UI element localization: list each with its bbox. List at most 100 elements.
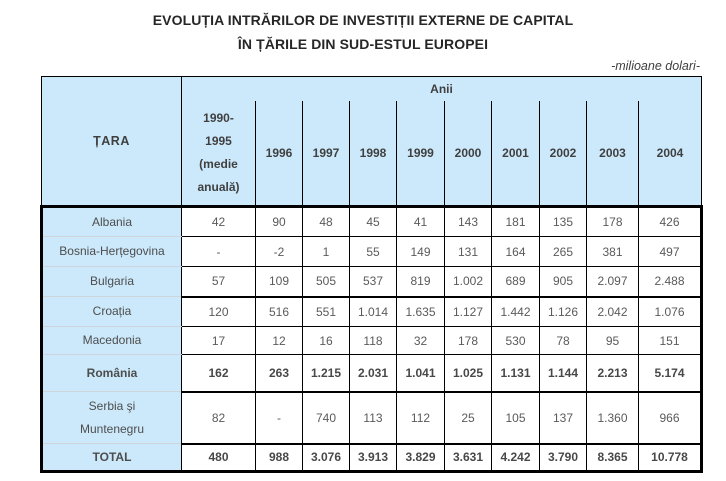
value-cell: 426 (637, 206, 703, 237)
country-column-header: ȚARA (41, 76, 182, 208)
country-cell: TOTAL (41, 443, 182, 472)
value-cell: 112 (396, 390, 445, 444)
value-cell: 120 (181, 295, 256, 327)
value-cell: 516 (255, 295, 303, 327)
value-cell: 16 (302, 326, 350, 355)
value-cell: 181 (491, 206, 540, 237)
table-row: Albania 42 90 48 45 41 143 181 135 178 426 (41, 206, 703, 237)
value-cell: 143 (444, 206, 492, 237)
value-cell: 95 (586, 326, 639, 355)
value-cell: 178 (444, 326, 492, 355)
value-cell: 263 (255, 354, 303, 392)
year-header-7: 2002 (539, 101, 587, 208)
year-header-9: 2004 (637, 101, 703, 208)
value-cell: 1 (302, 236, 350, 267)
value-cell: 32 (396, 326, 445, 355)
value-cell: 1.215 (302, 354, 350, 392)
table-row: Croația 120 516 551 1.014 1.635 1.127 1.442 1.12… (41, 295, 703, 327)
value-cell: 113 (349, 390, 397, 444)
value-cell: 3.790 (539, 442, 587, 472)
year-header-4: 1999 (396, 101, 445, 208)
value-cell: 1.131 (491, 354, 540, 392)
value-cell: 118 (349, 326, 397, 355)
value-cell: - (181, 236, 256, 267)
table-body: Albania 42 90 48 45 41 143 181 135 178 426 Bosnia-H… (41, 206, 703, 472)
value-cell: 57 (181, 266, 256, 297)
value-cell: 1.025 (444, 354, 492, 392)
value-cell: 41 (396, 206, 445, 237)
value-cell: 3.913 (349, 442, 397, 472)
value-cell: 1.635 (396, 295, 445, 327)
investments-table: ȚARA Anii 1990- 1995 (medie anuală) 1996 1… (40, 76, 703, 473)
value-cell: 740 (302, 390, 350, 444)
value-cell: -2 (255, 236, 303, 267)
title-line-1: EVOLUȚIA INTRĂRILOR DE INVESTIȚII EXTERN… (152, 12, 574, 28)
country-cell: Macedonia (41, 326, 182, 355)
value-cell: 2.031 (349, 354, 397, 392)
value-cell: 689 (491, 266, 540, 297)
table-row: Macedonia 17 12 16 118 32 178 530 78 95 151 (41, 326, 703, 355)
value-cell: 2.213 (586, 354, 639, 392)
value-cell: 1.144 (539, 354, 587, 392)
table-row: Bulgaria 57 109 505 537 819 1.002 689 905 2.097 2.… (41, 266, 703, 297)
value-cell: 381 (586, 236, 639, 267)
value-cell: 149 (396, 236, 445, 267)
table-row: Serbia şi Muntenegru 82-740 113 112 25 105 137… (41, 390, 703, 444)
value-cell: 3.829 (396, 442, 445, 472)
years-group-header: Anii (180, 76, 703, 101)
value-cell: 42 (181, 206, 256, 237)
value-cell: 178 (586, 206, 639, 237)
value-cell: 551 (302, 295, 350, 327)
country-cell: Croația (41, 296, 182, 327)
value-cell: 137 (539, 390, 587, 444)
value-cell: 105 (491, 390, 540, 444)
value-cell: 55 (349, 236, 397, 267)
value-cell: 2.042 (586, 295, 639, 327)
value-cell: 2.488 (637, 266, 703, 297)
value-cell: 265 (539, 236, 587, 267)
value-cell: 45 (349, 206, 397, 237)
value-cell: 90 (255, 206, 303, 237)
country-cell: Albania (41, 206, 182, 237)
year-header-0: 1990- 1995 (medie anuală) (181, 101, 256, 208)
table-header: ȚARA Anii 1990- 1995 (medie anuală) 1996 1… (41, 76, 703, 208)
value-cell: 1.360 (586, 390, 639, 444)
value-cell: 131 (444, 236, 492, 267)
table-row: România 162 263 1.215 2.031 1.041 1.025 1.131 1.… (41, 354, 703, 392)
value-cell: 5.174 (637, 354, 703, 392)
value-cell: 537 (349, 266, 397, 297)
value-cell: 988 (255, 442, 303, 472)
value-cell: 497 (637, 236, 703, 267)
value-cell: 78 (539, 326, 587, 355)
title-line-2: ÎN ȚĂRILE DIN SUD-ESTUL EUROPEI (237, 36, 489, 52)
value-cell: 1.041 (396, 354, 445, 392)
value-cell: 10.778 (637, 442, 703, 472)
value-cell: 480 (181, 442, 256, 472)
year-header-5: 2000 (444, 101, 492, 208)
value-cell: 1.442 (491, 295, 540, 327)
value-cell: 3.631 (444, 442, 492, 472)
value-cell: 17 (181, 326, 256, 355)
year-header-1: 1996 (255, 101, 303, 208)
value-cell: 1.014 (349, 295, 397, 327)
year-header-8: 2003 (586, 101, 639, 208)
value-cell: 3.076 (302, 442, 350, 472)
country-cell: România (41, 354, 182, 392)
value-cell: 530 (491, 326, 540, 355)
country-cell: Bosnia-Herțegovina (41, 236, 182, 267)
value-cell: 164 (491, 236, 540, 267)
country-cell: Serbia şi Muntenegru (41, 391, 182, 444)
value-cell: 905 (539, 266, 587, 297)
header-row-years: 1990- 1995 (medie anuală) 1996 1997 1998 199… (42, 101, 703, 208)
value-cell: 1.076 (637, 295, 703, 327)
header-row-group: ȚARA Anii (41, 76, 703, 208)
year-header-2: 1997 (302, 101, 350, 208)
table-row: TOTAL 480 988 3.076 3.913 3.829 3.631 4.242 3.79… (41, 442, 703, 472)
value-cell: 151 (637, 326, 703, 355)
value-cell: 12 (255, 326, 303, 355)
value-cell: 109 (255, 266, 303, 297)
value-cell: 1.127 (444, 295, 492, 327)
country-cell: Bulgaria (41, 266, 182, 297)
value-cell: 1.002 (444, 266, 492, 297)
document-title: EVOLUȚIA INTRĂRILOR DE INVESTIȚII EXTERN… (0, 8, 726, 56)
